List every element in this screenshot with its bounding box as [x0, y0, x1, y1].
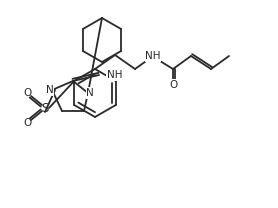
Text: N: N — [46, 85, 54, 95]
Text: S: S — [41, 102, 49, 114]
Text: O: O — [24, 88, 32, 98]
Text: NH: NH — [107, 70, 123, 80]
Text: N: N — [86, 88, 94, 98]
Text: O: O — [24, 118, 32, 128]
Text: O: O — [170, 80, 178, 90]
Text: N: N — [86, 88, 94, 98]
Text: NH: NH — [145, 51, 161, 61]
